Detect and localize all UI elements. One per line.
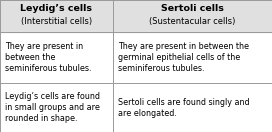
Text: (Interstitial cells): (Interstitial cells) bbox=[21, 17, 92, 26]
Bar bbox=[0, 0, 272, 32]
Text: Leydig’s cells are found
in small groups and are
rounded in shape.: Leydig’s cells are found in small groups… bbox=[5, 92, 100, 123]
Text: They are present in between the
germinal epithelial cells of the
seminiferous tu: They are present in between the germinal… bbox=[118, 42, 249, 73]
Text: Sertoli cells are found singly and
are elongated.: Sertoli cells are found singly and are e… bbox=[118, 98, 249, 118]
Text: They are present in
between the
seminiferous tubules.: They are present in between the seminife… bbox=[5, 42, 91, 73]
Text: Sertoli cells: Sertoli cells bbox=[161, 4, 224, 13]
Text: (Sustentacular cells): (Sustentacular cells) bbox=[149, 17, 236, 26]
Text: Leydig’s cells: Leydig’s cells bbox=[20, 4, 92, 13]
